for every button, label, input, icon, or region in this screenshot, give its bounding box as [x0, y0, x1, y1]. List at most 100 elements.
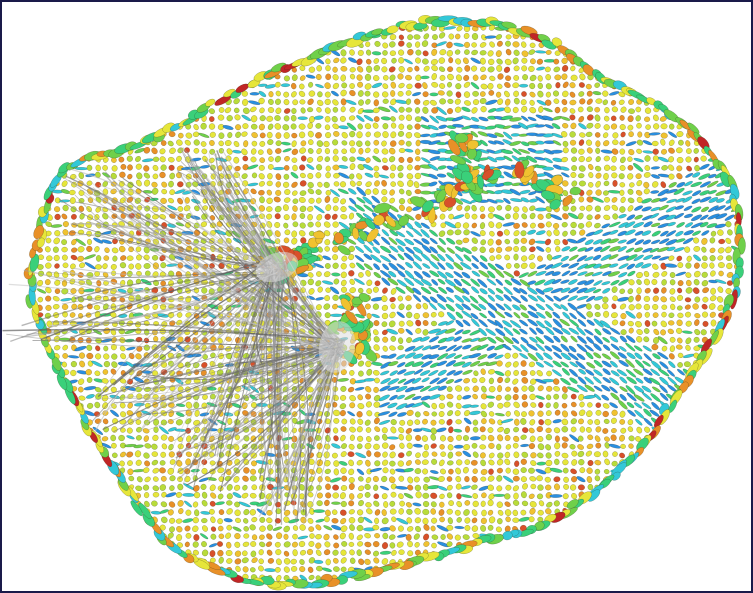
tensor-glyph	[308, 81, 314, 88]
tensor-glyph	[626, 238, 637, 245]
tensor-glyph	[373, 557, 380, 564]
tensor-glyph	[676, 294, 684, 301]
tensor-glyph	[537, 452, 544, 459]
tensor-glyph	[185, 451, 193, 458]
tensor-glyph	[480, 410, 488, 418]
tensor-glyph	[86, 303, 93, 310]
tensor-glyph	[577, 484, 585, 491]
tensor-glyph	[453, 42, 465, 47]
tensor-glyph	[543, 360, 554, 368]
tensor-glyph	[479, 50, 487, 56]
tensor-glyph	[545, 402, 551, 409]
tensor-glyph	[493, 493, 506, 497]
tensor-glyph	[226, 115, 233, 122]
tensor-glyph	[686, 165, 693, 172]
tensor-glyph	[594, 303, 601, 310]
tensor-glyph	[535, 395, 545, 400]
tensor-glyph	[283, 91, 290, 98]
tensor-glyph	[514, 460, 520, 468]
tensor-glyph	[661, 304, 668, 310]
tensor-glyph	[595, 180, 601, 188]
tensor-glyph	[110, 434, 117, 442]
tensor-glyph	[618, 173, 625, 180]
tensor-glyph	[428, 286, 439, 294]
tensor-glyph	[518, 516, 530, 522]
tensor-glyph	[461, 485, 471, 490]
tensor-glyph	[635, 418, 643, 426]
tensor-glyph	[406, 311, 413, 319]
tensor-glyph	[389, 468, 396, 475]
tensor-glyph	[429, 229, 438, 237]
tensor-glyph	[553, 238, 561, 246]
tensor-glyph	[497, 452, 504, 459]
tensor-glyph	[536, 475, 543, 482]
tensor-glyph	[636, 426, 643, 434]
tensor-glyph	[668, 360, 676, 369]
tensor-glyph	[648, 132, 661, 136]
tensor-glyph	[473, 370, 479, 377]
tensor-glyph	[84, 262, 96, 270]
tensor-glyph	[234, 558, 242, 565]
tensor-glyph	[562, 122, 569, 129]
tensor-glyph	[69, 197, 76, 205]
tensor-glyph	[307, 213, 313, 221]
tensor-glyph	[340, 74, 346, 82]
tensor-glyph	[75, 238, 86, 246]
tensor-glyph	[520, 434, 527, 440]
tensor-glyph	[567, 302, 578, 311]
tensor-glyph	[365, 476, 372, 484]
tensor-glyph	[364, 541, 372, 548]
tensor-glyph	[95, 255, 102, 262]
tensor-glyph	[68, 189, 76, 196]
tensor-glyph	[151, 147, 158, 155]
tensor-glyph	[77, 303, 84, 311]
tensor-glyph	[298, 90, 306, 97]
tensor-glyph	[429, 237, 438, 245]
tensor-glyph	[356, 468, 365, 476]
tensor-glyph	[356, 411, 363, 418]
tensor-glyph	[634, 239, 645, 246]
tensor-glyph	[660, 296, 667, 303]
tensor-glyph	[414, 123, 421, 130]
tensor-glyph	[529, 246, 536, 253]
tensor-glyph	[594, 468, 601, 475]
tensor-glyph	[348, 541, 355, 547]
tensor-glyph	[94, 246, 100, 253]
tensor-glyph	[200, 122, 207, 130]
tensor-glyph	[283, 108, 291, 114]
tensor-glyph	[389, 508, 397, 515]
tensor-glyph	[77, 246, 85, 253]
tensor-glyph	[291, 213, 297, 221]
tensor-glyph	[407, 34, 414, 41]
tensor-glyph	[249, 475, 257, 482]
tensor-glyph	[569, 246, 578, 252]
tensor-glyph	[651, 278, 658, 286]
tensor-glyph	[635, 173, 642, 180]
tensor-glyph	[553, 295, 562, 302]
tensor-glyph	[341, 131, 348, 139]
tensor-glyph	[520, 197, 530, 203]
tensor-glyph	[242, 566, 249, 573]
tensor-glyph	[481, 492, 487, 499]
tensor-glyph	[399, 500, 405, 507]
tensor-glyph	[210, 492, 217, 499]
tensor-glyph	[168, 131, 176, 138]
tensor-glyph	[298, 131, 306, 139]
tensor-glyph	[387, 211, 398, 221]
tensor-glyph	[71, 303, 78, 310]
tensor-glyph	[297, 535, 309, 540]
tensor-glyph	[619, 148, 626, 155]
tensor-glyph	[258, 173, 265, 180]
tensor-glyph	[397, 253, 405, 261]
tensor-glyph	[135, 263, 142, 270]
tensor-glyph	[308, 115, 315, 123]
tensor-glyph	[332, 221, 339, 228]
tensor-glyph	[555, 82, 561, 89]
tensor-glyph	[463, 91, 471, 98]
tensor-glyph	[578, 91, 585, 97]
tensor-glyph	[381, 229, 390, 237]
tensor-glyph	[422, 500, 430, 508]
tensor-glyph	[316, 148, 322, 155]
